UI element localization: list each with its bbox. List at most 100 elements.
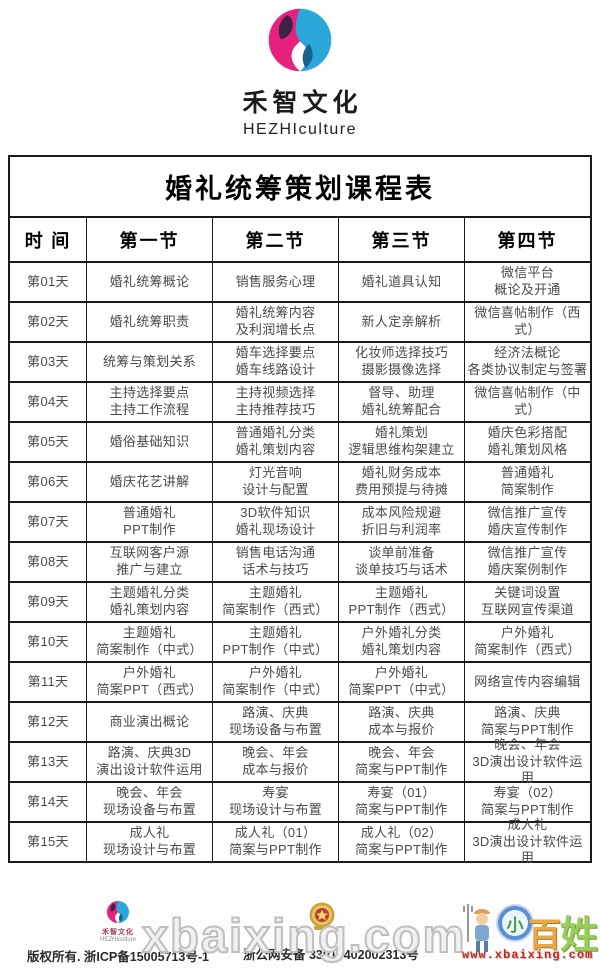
day-cell: 第12天 <box>10 703 87 741</box>
table-row: 第04天 主持选择要点 主持工作流程 主持视频选择 主持推荐技巧 督导、助理 婚… <box>10 383 590 423</box>
course-cell-section-3: 成人礼（02） 简案与PPT制作 <box>339 823 465 861</box>
course-cell-section-1: 婚庆花艺讲解 <box>87 463 213 501</box>
day-cell: 第09天 <box>10 583 87 621</box>
course-cell-section-2: 晚会、年会 成本与报价 <box>213 743 339 781</box>
blue-rosette-icon: 小 <box>498 906 532 940</box>
farmer-mascot-icon <box>463 904 490 952</box>
course-cell-section-4: 寿宴（02） 简案与PPT制作 <box>481 785 574 817</box>
course-cell-section-2: 婚车选择要点 婚车线路设计 <box>213 343 339 381</box>
course-cell-section-4: 户外婚礼 简案制作（西式） <box>474 625 581 657</box>
table-row: 第05天 婚俗基础知识 普通婚礼分类 婚礼策划内容 婚礼策划 逻辑思维构架建立 … <box>10 423 590 463</box>
table-row: 第09天 主题婚礼分类 婚礼策划内容 主题婚礼 简案制作（西式） 主题婚礼 PP… <box>10 583 590 623</box>
day-cell: 第03天 <box>10 343 87 381</box>
brand-name-en: HEZHIculture <box>242 121 358 138</box>
day-cell: 第15天 <box>10 823 87 861</box>
course-cell-section-2: 销售服务心理 <box>213 263 339 301</box>
course-cell-section-2: 户外婚礼 简案制作（中式） <box>213 663 339 701</box>
table-row: 第01天 婚礼统筹概论 销售服务心理 婚礼道具认知 微信平台 概论及开通 <box>10 263 590 303</box>
hezhi-swirl-mini-logo-icon <box>106 900 130 924</box>
course-cell-section-3: 成本风险规避 折旧与利润率 <box>339 503 465 541</box>
day-cell: 第10天 <box>10 623 87 661</box>
watermark-url-text: www.xbaixing.com <box>462 948 594 962</box>
course-cell-section-3: 婚礼道具认知 <box>339 263 465 301</box>
course-cell-section-4: 微信平台 概论及开通 <box>494 265 561 297</box>
table-row: 第02天 婚礼统筹职责 婚礼统筹内容 及利润增长点 新人定亲解析 微信喜帖制作（… <box>10 303 590 343</box>
course-cell-section-3: 路演、庆典 成本与报价 <box>339 703 465 741</box>
course-cell-section-4: 微信喜帖制作（西式） <box>474 305 581 337</box>
course-cell-section-3: 婚礼财务成本 费用预提与待摊 <box>339 463 465 501</box>
course-cell-section-1: 互联网客户源 推广与建立 <box>87 543 213 581</box>
brand-name-cn: 禾智文化 <box>242 89 363 117</box>
course-cell-section-4: 成人礼 3D演出设计软件运用 <box>472 816 583 866</box>
table-row: 第11天 户外婚礼 简案PPT（西式） 户外婚礼 简案制作（中式） 户外婚礼 简… <box>10 663 590 703</box>
footer-brand-block: 禾智文化 HEZHIculture 版权所有. 浙ICP备15005713号-1 <box>16 900 220 965</box>
table-row: 第10天 主题婚礼 简案制作（中式） 主题婚礼 PPT制作（中式） 户外婚礼分类… <box>10 623 590 663</box>
table-row: 第15天 成人礼 现场设计与布置 成人礼（01） 简案与PPT制作 成人礼（02… <box>10 816 590 866</box>
brand-header: 禾智文化 HEZHIculture <box>0 6 600 139</box>
xbaixing-mascot: 小 百 姓 <box>462 900 600 960</box>
course-cell-section-4: 微信推广宣传 婚庆案例制作 <box>487 545 568 577</box>
day-cell: 第01天 <box>10 263 87 301</box>
mascot-char-xiao: 小 <box>502 910 528 936</box>
course-cell-section-3: 主题婚礼 PPT制作（西式） <box>339 583 465 621</box>
course-cell-section-2: 路演、庆典 现场设备与布置 <box>213 703 339 741</box>
course-cell-section-4: 婚庆色彩搭配 婚礼策划风格 <box>487 425 568 457</box>
mascot-char-xing: 姓 <box>560 915 599 957</box>
course-cell-section-2: 寿宴 现场设计与布置 <box>213 783 339 821</box>
course-cell-section-4: 微信推广宣传 婚庆宣传制作 <box>487 505 568 537</box>
course-cell-section-1: 婚俗基础知识 <box>87 423 213 461</box>
header-section-2: 第二节 <box>213 218 339 261</box>
course-cell-section-2: 成人礼（01） 简案与PPT制作 <box>213 823 339 861</box>
day-cell: 第11天 <box>10 663 87 701</box>
table-row: 第07天 普通婚礼 PPT制作 3D软件知识 婚礼现场设计 成本风险规避 折旧与… <box>10 503 590 543</box>
course-cell-section-1: 婚礼统筹概论 <box>87 263 213 301</box>
hezhi-swirl-logo-icon <box>268 8 332 72</box>
course-cell-section-1: 主题婚礼 简案制作（中式） <box>87 623 213 661</box>
public-security-badge-icon <box>309 902 335 930</box>
course-cell-section-4: 晚会、年会 3D演出设计软件运用 <box>472 736 583 786</box>
header-section-3: 第三节 <box>339 218 465 261</box>
course-cell-section-2: 主题婚礼 简案制作（西式） <box>213 583 339 621</box>
course-cell-section-2: 主题婚礼 PPT制作（中式） <box>213 623 339 661</box>
course-cell-section-3: 新人定亲解析 <box>339 303 465 341</box>
course-cell-section-3: 化妆师选择技巧 摄影摄像选择 <box>339 343 465 381</box>
day-cell: 第07天 <box>10 503 87 541</box>
course-cell-section-2: 灯光音响 设计与配置 <box>213 463 339 501</box>
course-cell-section-2: 婚礼统筹内容 及利润增长点 <box>213 303 339 341</box>
course-cell-section-3: 婚礼策划 逻辑思维构架建立 <box>339 423 465 461</box>
course-cell-section-4: 路演、庆典 简案与PPT制作 <box>481 705 574 737</box>
day-cell: 第08天 <box>10 543 87 581</box>
course-cell-section-1: 晚会、年会 现场设备与布置 <box>87 783 213 821</box>
course-cell-section-1: 路演、庆典3D 演出设计软件运用 <box>87 743 213 781</box>
table-row: 第06天 婚庆花艺讲解 灯光音响 设计与配置 婚礼财务成本 费用预提与待摊 普通… <box>10 463 590 503</box>
table-title: 婚礼统筹策划课程表 <box>10 157 590 218</box>
course-cell-section-4: 关键词设置 互联网宣传渠道 <box>480 585 575 617</box>
course-cell-section-1: 主持选择要点 主持工作流程 <box>87 383 213 421</box>
copyright-text: 版权所有. 浙ICP备15005713号-1 <box>26 950 209 965</box>
course-cell-section-3: 寿宴（01） 简案与PPT制作 <box>339 783 465 821</box>
course-cell-section-1: 统筹与策划关系 <box>87 343 213 381</box>
table-row: 第13天 路演、庆典3D 演出设计软件运用 晚会、年会 成本与报价 晚会、年会 … <box>10 736 590 786</box>
course-cell-section-2: 3D软件知识 婚礼现场设计 <box>213 503 339 541</box>
day-cell: 第02天 <box>10 303 87 341</box>
table-header-row: 时 间 第一节 第二节 第三节 第四节 <box>10 218 590 263</box>
course-cell-section-1: 商业演出概论 <box>87 703 213 741</box>
page-footer: 禾智文化 HEZHIculture 版权所有. 浙ICP备15005713号-1… <box>0 896 600 972</box>
header-section-1: 第一节 <box>87 218 213 261</box>
course-cell-section-2: 普通婚礼分类 婚礼策划内容 <box>213 423 339 461</box>
course-cell-section-4: 经济法概论 各类协议制定与签署 <box>467 345 588 377</box>
course-cell-section-1: 主题婚礼分类 婚礼策划内容 <box>87 583 213 621</box>
course-schedule-table: 婚礼统筹策划课程表 时 间 第一节 第二节 第三节 第四节 第01天 婚礼统筹概… <box>8 155 592 866</box>
course-cell-section-2: 销售电话沟通 话术与技巧 <box>213 543 339 581</box>
day-cell: 第13天 <box>10 743 87 781</box>
day-cell: 第04天 <box>10 383 87 421</box>
course-cell-section-3: 谈单前准备 谈单技巧与话术 <box>339 543 465 581</box>
footer-brand-cn: 禾智文化 <box>102 929 134 936</box>
table-row: 第03天 统筹与策划关系 婚车选择要点 婚车线路设计 化妆师选择技巧 摄影摄像选… <box>10 343 590 383</box>
header-section-4: 第四节 <box>497 230 558 251</box>
course-cell-section-3: 晚会、年会 简案与PPT制作 <box>339 743 465 781</box>
footer-brand-en: HEZHIculture <box>99 936 136 943</box>
course-cell-section-4: 微信喜帖制作（中式） <box>474 385 581 417</box>
course-cell-section-1: 婚礼统筹职责 <box>87 303 213 341</box>
